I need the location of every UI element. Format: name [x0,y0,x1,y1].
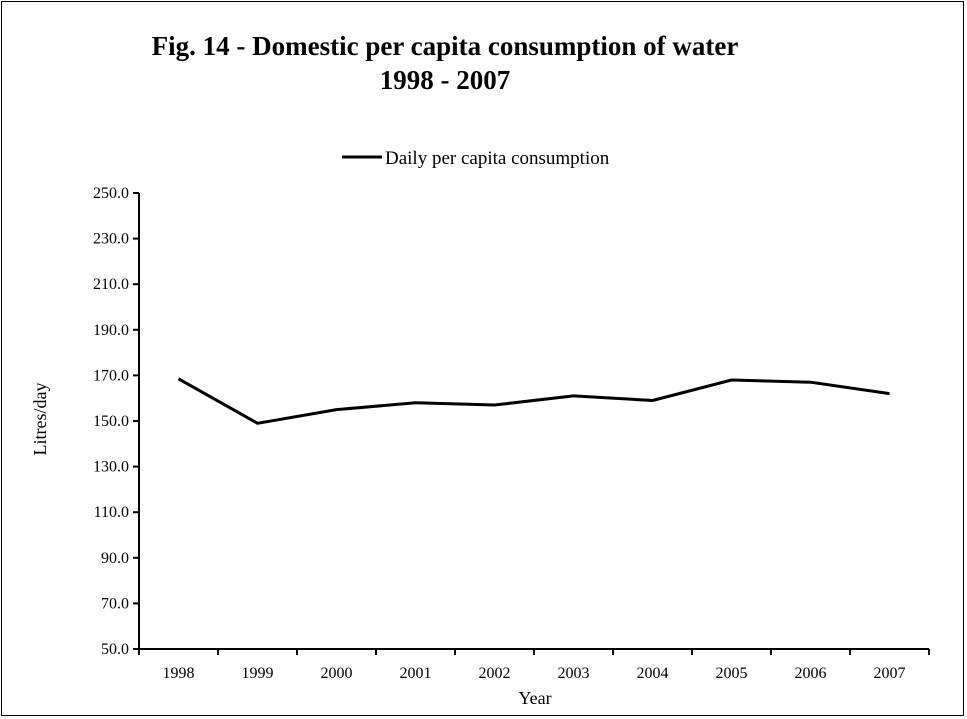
y-tick-label: 150.0 [93,413,129,430]
y-tick-label: 230.0 [93,231,129,248]
y-tick-label: 110.0 [94,504,129,521]
y-tick-label: 50.0 [101,641,129,658]
y-tick-label: 190.0 [93,322,129,339]
x-tick-label: 1999 [242,665,274,682]
y-tick-label: 90.0 [101,550,129,567]
x-tick-label: 2005 [716,665,748,682]
y-axis-title: Litres/day [30,383,50,456]
x-tick-label: 1998 [163,665,195,682]
y-tick-label: 70.0 [101,595,129,612]
y-tick-label: 210.0 [93,276,129,293]
x-tick-label: 2004 [637,665,669,682]
legend-label: Daily per capita consumption [385,148,610,169]
x-tick-label: 2001 [400,665,432,682]
x-tick-label: 2003 [558,665,590,682]
y-tick-label: 250.0 [93,185,129,202]
y-tick-label: 130.0 [93,459,129,476]
chart-legend: Daily per capita consumption [342,148,610,169]
chart-subtitle: 1998 - 2007 [380,65,511,95]
x-tick-label: 2000 [321,665,353,682]
series-layer [177,377,890,425]
y-tick-label: 170.0 [93,367,129,384]
y-axis: 50.0 70.0 90.0 110.0 130.0 150.0 170.0 190.0 210… [93,185,140,658]
x-tick-label: 2006 [795,665,827,682]
x-axis: 1998 1999 2000 2001 2002 2003 2004 2005 2006 2007 [138,648,930,682]
x-tick-label: 2002 [479,665,511,682]
x-axis-title: Year [518,688,551,708]
series-line [177,377,890,425]
x-tick-label: 2007 [874,665,906,682]
chart-title: Fig. 14 - Domestic per capita consumptio… [152,31,739,61]
